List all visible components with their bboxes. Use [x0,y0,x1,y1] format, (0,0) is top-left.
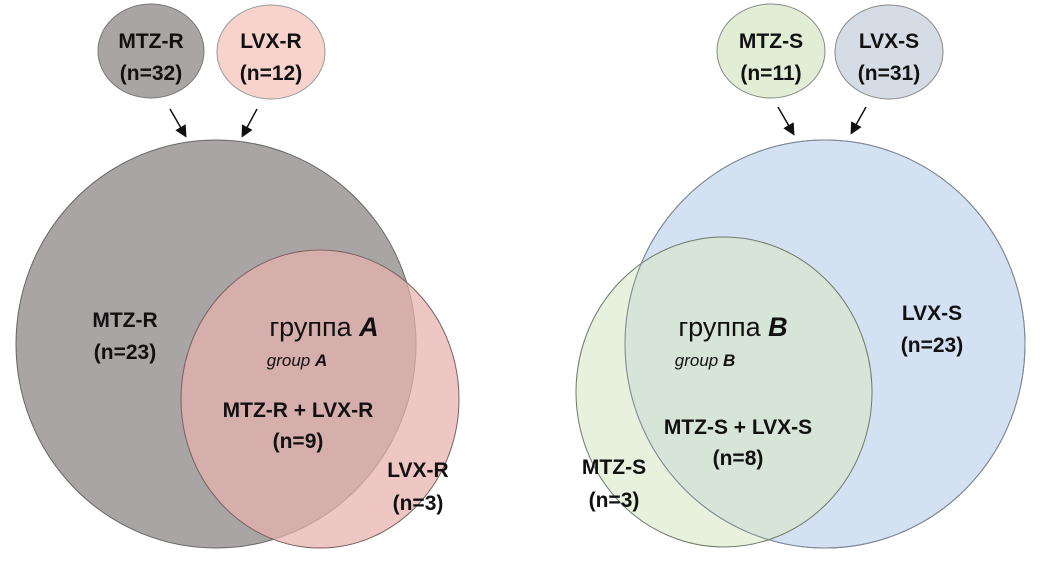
group-a-subtitle: group A [267,351,328,370]
only-mtz-r-label: MTZ-R [92,309,157,332]
lvx-r-set [180,249,460,549]
mtz-s-set [575,236,873,548]
arrow-icon [241,108,258,138]
arrow-icon [777,106,795,136]
both-s-label: MTZ-S + LVX-S [664,416,812,439]
both-s-count: (n=8) [713,447,764,470]
only-lvx-r-count: (n=3) [393,492,444,515]
group-a-diagram: MTZ-R (n=32) LVX-R (n=12) MTZ-R (n=23) г… [15,3,460,549]
both-r-label: MTZ-R + LVX-R [223,399,374,422]
mtz-s-set-outline [624,139,1026,549]
mtz-r-source-label: MTZ-R [118,30,183,53]
group-b-title: группа B [678,312,787,342]
lvx-s-source-circle [834,4,944,100]
mtz-s-source-label: MTZ-S [739,30,803,53]
group-b-diagram: MTZ-S (n=11) LVX-S (n=31) LVX-S (n=23) г… [575,3,1026,549]
lvx-r-source-circle [216,4,326,100]
only-lvx-r-label: LVX-R [387,459,448,482]
only-mtz-s-label: MTZ-S [582,456,646,479]
lvx-s-source-label: LVX-S [859,30,919,53]
mtz-r-source-count: (n=32) [120,62,182,85]
arrow-icon [850,106,867,135]
mtz-r-source-circle [97,3,205,99]
mtz-s-source-circle [716,3,826,99]
lvx-r-source-count: (n=12) [240,62,302,85]
only-lvx-s-count: (n=23) [901,334,963,357]
lvx-s-source-count: (n=31) [858,62,920,85]
both-r-count: (n=9) [273,430,324,453]
group-a-title: группа A [269,312,378,342]
only-lvx-s-label: LVX-S [902,302,962,325]
group-b-subtitle: group B [675,351,736,370]
lvx-r-source-label: LVX-R [240,30,301,53]
only-mtz-s-count: (n=3) [589,489,640,512]
arrow-icon [169,108,187,138]
mtz-s-source-count: (n=11) [740,62,801,85]
only-mtz-r-count: (n=23) [94,341,156,364]
